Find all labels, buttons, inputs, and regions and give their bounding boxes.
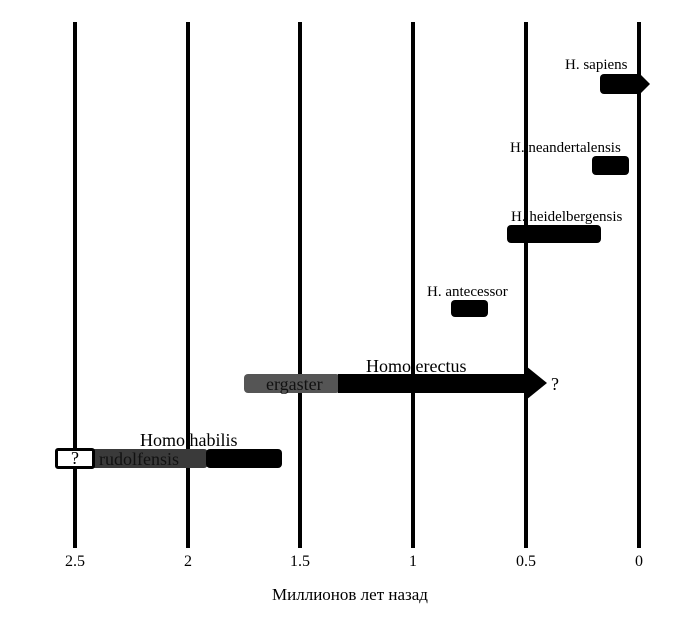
tick-label: 1.5 — [290, 553, 310, 570]
gridline-2-5 — [73, 22, 77, 548]
bar-rudolfensis — [92, 449, 208, 468]
label-sapiens: H. sapiens — [565, 57, 628, 73]
arrowhead-icon — [526, 366, 547, 400]
tick-label: 1 — [409, 553, 417, 570]
x-axis-title: Миллионов лет назад — [272, 585, 428, 604]
label-erectus: Homo erectus — [366, 356, 467, 376]
tick-label: 2 — [184, 553, 192, 570]
bar-neandertalensis — [592, 156, 629, 175]
bar-antecessor — [451, 300, 488, 317]
bar-ergaster — [244, 374, 340, 393]
bar-heidelbergensis — [507, 225, 601, 243]
gridline-1 — [411, 22, 415, 548]
label-habilis: Homo habilis — [140, 430, 238, 450]
label-erectus-question: ? — [551, 374, 559, 394]
label-habilis-question: ? — [71, 448, 79, 468]
gridline-0-5 — [524, 22, 528, 548]
uncertain-origin-box: ? — [55, 448, 95, 469]
bar-erectus — [338, 374, 528, 393]
tick-label: 0.5 — [516, 553, 536, 570]
gridline-2 — [186, 22, 190, 548]
label-heidelbergensis: H. heidelbergensis — [511, 209, 623, 225]
tick-label: 2.5 — [65, 553, 85, 570]
bar-habilis — [206, 449, 282, 468]
arrowhead-icon — [638, 72, 650, 96]
gridline-0 — [637, 22, 641, 548]
label-antecessor: H. antecessor — [427, 284, 508, 300]
label-rudolfensis: rudolfensis — [99, 449, 179, 469]
label-ergaster: ergaster — [266, 374, 323, 394]
tick-label: 0 — [635, 553, 643, 570]
bar-sapiens — [600, 74, 640, 94]
gridline-1-5 — [298, 22, 302, 548]
label-neandertalensis: H. neandertalensis — [510, 140, 621, 156]
